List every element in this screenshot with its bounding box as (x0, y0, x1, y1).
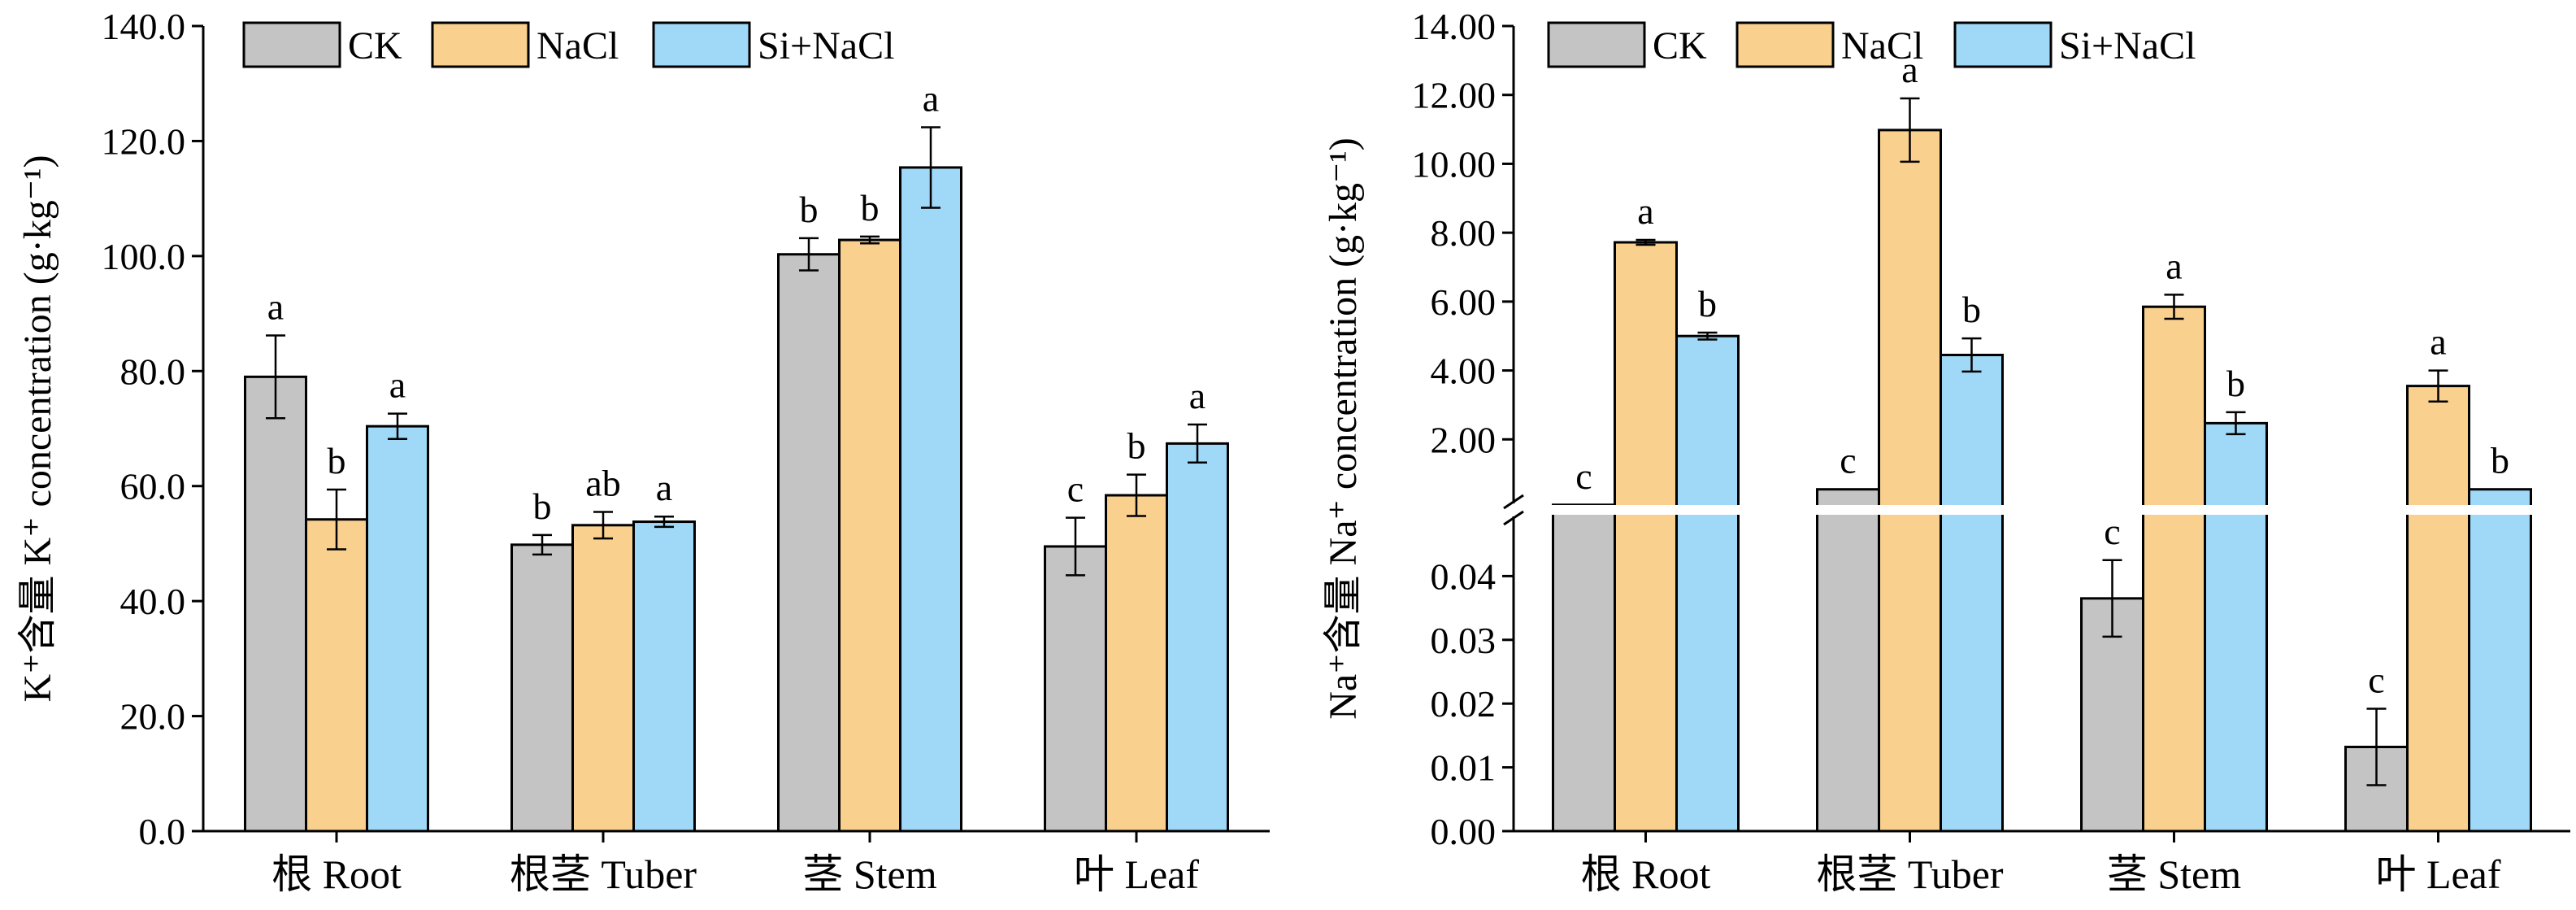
bar-ck (1816, 488, 1880, 833)
bar-nacl (838, 238, 901, 833)
y-tick-label: 120.0 (102, 120, 186, 162)
legend-label-ck: CK (348, 24, 402, 67)
bar-ck (1552, 503, 1616, 833)
bar-nacl (305, 518, 368, 833)
y-tick-label: 8.00 (1431, 212, 1497, 254)
legend-swatch-ck (1547, 21, 1646, 68)
significance-label: a (2430, 321, 2446, 363)
y-tick-label: 14.00 (1412, 6, 1497, 47)
significance-label: c (2368, 659, 2384, 700)
significance-label: c (2104, 511, 2120, 552)
legend-swatch-si-nacl (1953, 21, 2053, 68)
bar-nacl (571, 524, 635, 833)
y-tick-label: 0.02 (1431, 683, 1497, 725)
significance-label: a (267, 285, 284, 327)
legend-swatch-ck (242, 21, 341, 68)
y-tick-label: 0.00 (1431, 811, 1497, 852)
y-tick-label: 0.03 (1431, 620, 1497, 661)
x-tick-label: 根茎 Tuber (510, 851, 697, 897)
bar-si-nacl (2468, 488, 2532, 833)
y-tick-label: 100.0 (102, 236, 186, 277)
significance-label: c (1840, 440, 1856, 481)
significance-label: a (1189, 375, 1205, 416)
y-tick-label: 140.0 (102, 6, 186, 47)
bar-nacl (2142, 305, 2206, 833)
x-tick-label: 茎 Stem (802, 851, 936, 897)
bar-nacl (1105, 494, 1168, 833)
bar-nacl (1614, 241, 1678, 833)
bar-ck (244, 375, 307, 833)
legend-swatch-si-nacl (652, 21, 751, 68)
significance-label: b (533, 485, 552, 527)
axis-break-mark (1503, 510, 1524, 526)
x-tick-label: 茎 Stem (2107, 851, 2241, 897)
significance-label: c (1067, 468, 1084, 510)
legend-label-nacl: NaCl (536, 24, 619, 67)
y-axis-label: K⁺含量 K⁺ concentration (g·kg⁻¹) (16, 155, 59, 703)
y-tick-label: 2.00 (1431, 419, 1497, 460)
x-tick-label: 叶 Leaf (1074, 851, 1199, 897)
y-tick-label: 12.00 (1412, 75, 1497, 116)
axis-break-band (1515, 505, 2572, 515)
significance-label: b (800, 189, 819, 230)
y-tick-label: 0.04 (1431, 555, 1497, 597)
significance-label: b (1698, 283, 1717, 324)
significance-label: b (2226, 363, 2245, 404)
y-tick-label: 0.0 (139, 811, 186, 852)
bar-nacl (2406, 385, 2470, 833)
y-tick-label: 4.00 (1431, 351, 1497, 392)
x-tick-label: 根 Root (1581, 851, 1711, 897)
legend-label-ck: CK (1653, 24, 1707, 67)
y-tick-label: 60.0 (120, 466, 186, 507)
bar-si-nacl (1166, 442, 1229, 833)
x-tick-label: 叶 Leaf (2375, 851, 2500, 897)
significance-label: b (2491, 440, 2509, 481)
axis-break-gap (1505, 505, 1517, 515)
significance-label: a (389, 364, 406, 406)
legend-label-si-nacl: Si+NaCl (758, 24, 894, 67)
significance-label: ab (585, 463, 620, 504)
legend-swatch-nacl (431, 21, 530, 68)
x-tick-label: 根 Root (272, 851, 402, 897)
significance-label: b (1962, 289, 1981, 330)
significance-label: b (328, 440, 346, 481)
bar-nacl (1878, 128, 1942, 833)
axis-break-mark (1503, 494, 1524, 510)
y-tick-label: 6.00 (1431, 281, 1497, 323)
bar-ck (777, 253, 841, 833)
significance-label: a (2165, 245, 2182, 286)
y-tick-label: 0.01 (1431, 747, 1497, 789)
bar-si-nacl (1940, 354, 2004, 833)
legend-swatch-nacl (1735, 21, 1835, 68)
bar-si-nacl (2204, 421, 2268, 833)
y-tick-label: 10.00 (1412, 143, 1497, 185)
bar-ck (510, 543, 574, 833)
bar-ck (1044, 545, 1107, 833)
significance-label: c (1575, 455, 1592, 497)
na-concentration-chart: 0.00 0.01 0.02 0.03 0.04 2.00 4.00 6.00 8.00 10.0… (1322, 6, 2572, 897)
significance-label: b (861, 187, 880, 229)
significance-label: a (1901, 49, 1918, 90)
y-tick-label: 80.0 (120, 351, 186, 392)
x-tick-label: 根茎 Tuber (1816, 851, 2003, 897)
bar-si-nacl (899, 166, 962, 833)
legend-label-si-nacl: Si+NaCl (2059, 24, 2196, 67)
bar-si-nacl (366, 425, 429, 833)
significance-label: b (1127, 425, 1146, 467)
legend-label-nacl: NaCl (1841, 24, 1923, 67)
significance-label: a (656, 467, 672, 508)
significance-label: a (923, 77, 939, 119)
bar-si-nacl (632, 520, 696, 833)
y-axis-label: Na⁺含量 Na⁺ concentration (g·kg⁻¹) (1322, 137, 1365, 720)
significance-label: a (1637, 190, 1653, 232)
y-tick-label: 40.0 (120, 581, 186, 622)
bar-si-nacl (1675, 334, 1740, 833)
y-tick-label: 20.0 (120, 696, 186, 738)
